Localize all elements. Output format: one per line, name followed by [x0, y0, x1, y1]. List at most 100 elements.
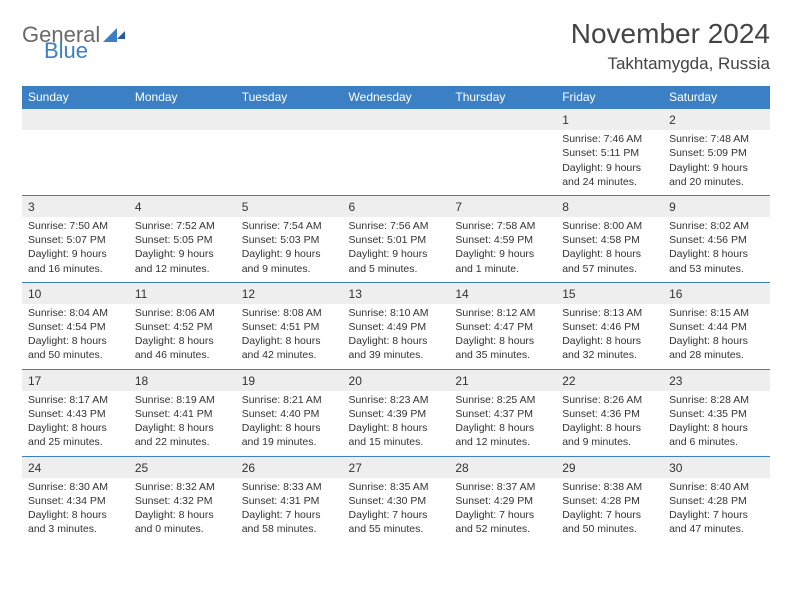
sunset-text: Sunset: 4:44 PM [669, 320, 764, 334]
title-block: November 2024 Takhtamygda, Russia [571, 18, 770, 74]
day-number: 19 [236, 369, 343, 391]
day-cell: 8Sunrise: 8:00 AMSunset: 4:58 PMDaylight… [556, 195, 663, 282]
day-body [22, 130, 129, 188]
day-cell: 3Sunrise: 7:50 AMSunset: 5:07 PMDaylight… [22, 195, 129, 282]
logo-triangle-icon-2 [117, 31, 125, 39]
day-cell: 29Sunrise: 8:38 AMSunset: 4:28 PMDayligh… [556, 456, 663, 543]
day-cell: 27Sunrise: 8:35 AMSunset: 4:30 PMDayligh… [343, 456, 450, 543]
header: General Blue November 2024 Takhtamygda, … [22, 18, 770, 74]
day-body: Sunrise: 8:02 AMSunset: 4:56 PMDaylight:… [663, 217, 770, 282]
sunset-text: Sunset: 5:09 PM [669, 146, 764, 160]
day-cell: 18Sunrise: 8:19 AMSunset: 4:41 PMDayligh… [129, 369, 236, 456]
day-cell: 26Sunrise: 8:33 AMSunset: 4:31 PMDayligh… [236, 456, 343, 543]
sunrise-text: Sunrise: 8:15 AM [669, 306, 764, 320]
sunrise-text: Sunrise: 8:08 AM [242, 306, 337, 320]
sunset-text: Sunset: 4:39 PM [349, 407, 444, 421]
week-row: 10Sunrise: 8:04 AMSunset: 4:54 PMDayligh… [22, 282, 770, 369]
weekday-header: Wednesday [343, 86, 450, 108]
day-body: Sunrise: 7:58 AMSunset: 4:59 PMDaylight:… [449, 217, 556, 282]
sunrise-text: Sunrise: 8:26 AM [562, 393, 657, 407]
daylight-text: Daylight: 8 hours and 39 minutes. [349, 334, 444, 362]
daylight-text: Daylight: 7 hours and 50 minutes. [562, 508, 657, 536]
sunrise-text: Sunrise: 8:04 AM [28, 306, 123, 320]
daylight-text: Daylight: 8 hours and 0 minutes. [135, 508, 230, 536]
sunrise-text: Sunrise: 8:21 AM [242, 393, 337, 407]
day-cell [236, 108, 343, 195]
day-number: 5 [236, 195, 343, 217]
sunset-text: Sunset: 4:35 PM [669, 407, 764, 421]
day-number: 6 [343, 195, 450, 217]
day-body: Sunrise: 8:12 AMSunset: 4:47 PMDaylight:… [449, 304, 556, 369]
sunrise-text: Sunrise: 7:58 AM [455, 219, 550, 233]
daylight-text: Daylight: 9 hours and 5 minutes. [349, 247, 444, 275]
day-number: 30 [663, 456, 770, 478]
day-cell: 19Sunrise: 8:21 AMSunset: 4:40 PMDayligh… [236, 369, 343, 456]
logo-word-2: Blue [44, 40, 125, 62]
weekday-header: Thursday [449, 86, 556, 108]
daylight-text: Daylight: 9 hours and 12 minutes. [135, 247, 230, 275]
daylight-text: Daylight: 8 hours and 35 minutes. [455, 334, 550, 362]
day-number: 24 [22, 456, 129, 478]
day-body: Sunrise: 8:10 AMSunset: 4:49 PMDaylight:… [343, 304, 450, 369]
sunset-text: Sunset: 5:11 PM [562, 146, 657, 160]
sunrise-text: Sunrise: 7:48 AM [669, 132, 764, 146]
weekday-header: Monday [129, 86, 236, 108]
day-cell: 20Sunrise: 8:23 AMSunset: 4:39 PMDayligh… [343, 369, 450, 456]
sunset-text: Sunset: 4:31 PM [242, 494, 337, 508]
day-cell: 22Sunrise: 8:26 AMSunset: 4:36 PMDayligh… [556, 369, 663, 456]
sunrise-text: Sunrise: 8:06 AM [135, 306, 230, 320]
sunrise-text: Sunrise: 7:50 AM [28, 219, 123, 233]
daylight-text: Daylight: 8 hours and 25 minutes. [28, 421, 123, 449]
day-number: 18 [129, 369, 236, 391]
sunrise-text: Sunrise: 8:37 AM [455, 480, 550, 494]
weekday-header: Tuesday [236, 86, 343, 108]
sunrise-text: Sunrise: 8:23 AM [349, 393, 444, 407]
daylight-text: Daylight: 9 hours and 24 minutes. [562, 161, 657, 189]
sunrise-text: Sunrise: 8:40 AM [669, 480, 764, 494]
day-cell: 23Sunrise: 8:28 AMSunset: 4:35 PMDayligh… [663, 369, 770, 456]
daylight-text: Daylight: 8 hours and 9 minutes. [562, 421, 657, 449]
day-body: Sunrise: 8:30 AMSunset: 4:34 PMDaylight:… [22, 478, 129, 543]
empty-day-bar [22, 108, 129, 130]
day-cell [343, 108, 450, 195]
sunset-text: Sunset: 4:54 PM [28, 320, 123, 334]
sunset-text: Sunset: 4:28 PM [669, 494, 764, 508]
day-number: 9 [663, 195, 770, 217]
day-body: Sunrise: 7:54 AMSunset: 5:03 PMDaylight:… [236, 217, 343, 282]
day-number: 17 [22, 369, 129, 391]
daylight-text: Daylight: 9 hours and 9 minutes. [242, 247, 337, 275]
daylight-text: Daylight: 8 hours and 3 minutes. [28, 508, 123, 536]
day-body: Sunrise: 8:25 AMSunset: 4:37 PMDaylight:… [449, 391, 556, 456]
sunrise-text: Sunrise: 7:46 AM [562, 132, 657, 146]
daylight-text: Daylight: 7 hours and 47 minutes. [669, 508, 764, 536]
sunset-text: Sunset: 4:47 PM [455, 320, 550, 334]
sunrise-text: Sunrise: 8:28 AM [669, 393, 764, 407]
sunset-text: Sunset: 4:51 PM [242, 320, 337, 334]
week-row: 1Sunrise: 7:46 AMSunset: 5:11 PMDaylight… [22, 108, 770, 195]
sunrise-text: Sunrise: 8:33 AM [242, 480, 337, 494]
day-number: 2 [663, 108, 770, 130]
day-body: Sunrise: 8:00 AMSunset: 4:58 PMDaylight:… [556, 217, 663, 282]
day-body: Sunrise: 8:13 AMSunset: 4:46 PMDaylight:… [556, 304, 663, 369]
sunset-text: Sunset: 4:32 PM [135, 494, 230, 508]
day-body [449, 130, 556, 188]
month-title: November 2024 [571, 18, 770, 50]
day-body [236, 130, 343, 188]
sunset-text: Sunset: 5:03 PM [242, 233, 337, 247]
day-cell: 24Sunrise: 8:30 AMSunset: 4:34 PMDayligh… [22, 456, 129, 543]
day-number: 15 [556, 282, 663, 304]
daylight-text: Daylight: 8 hours and 12 minutes. [455, 421, 550, 449]
day-cell: 25Sunrise: 8:32 AMSunset: 4:32 PMDayligh… [129, 456, 236, 543]
day-cell: 30 Sunrise: 8:40 AMSunset: 4:28 PMDayligh… [663, 456, 770, 543]
daylight-text: Daylight: 8 hours and 32 minutes. [562, 334, 657, 362]
sunrise-text: Sunrise: 8:10 AM [349, 306, 444, 320]
day-cell: 5Sunrise: 7:54 AMSunset: 5:03 PMDaylight… [236, 195, 343, 282]
day-body: Sunrise: 8:21 AMSunset: 4:40 PMDaylight:… [236, 391, 343, 456]
day-number: 29 [556, 456, 663, 478]
day-cell: 7Sunrise: 7:58 AMSunset: 4:59 PMDaylight… [449, 195, 556, 282]
sunrise-text: Sunrise: 8:35 AM [349, 480, 444, 494]
day-body: Sunrise: 8:19 AMSunset: 4:41 PMDaylight:… [129, 391, 236, 456]
day-number: 27 [343, 456, 450, 478]
sunset-text: Sunset: 4:58 PM [562, 233, 657, 247]
sunrise-text: Sunrise: 8:02 AM [669, 219, 764, 233]
